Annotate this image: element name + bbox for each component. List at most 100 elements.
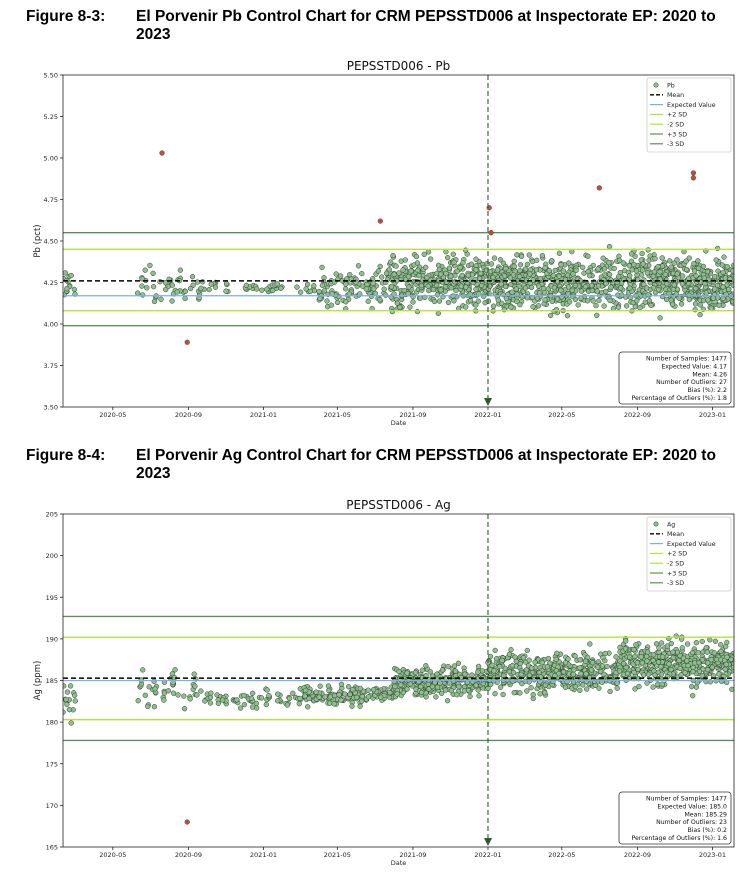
sample-point bbox=[650, 657, 656, 664]
sample-point bbox=[436, 298, 443, 304]
sample-point bbox=[720, 284, 726, 290]
sample-point bbox=[465, 272, 471, 278]
sample-point bbox=[713, 656, 720, 663]
legend-box bbox=[646, 516, 732, 592]
y-tick-label: 4.75 bbox=[44, 196, 58, 204]
sample-point bbox=[413, 253, 420, 260]
sample-point bbox=[723, 661, 729, 668]
sample-point bbox=[161, 690, 168, 696]
sample-point bbox=[512, 654, 518, 660]
sample-point bbox=[718, 678, 725, 685]
sample-point bbox=[595, 664, 601, 670]
sample-point bbox=[319, 282, 326, 289]
sample-point bbox=[552, 267, 558, 274]
sample-point bbox=[587, 641, 593, 647]
sample-point bbox=[388, 284, 395, 290]
sample-point bbox=[558, 287, 564, 293]
sample-point bbox=[494, 267, 501, 273]
sample-point bbox=[724, 264, 731, 270]
sample-point bbox=[165, 688, 172, 694]
sample-point bbox=[518, 671, 524, 677]
sample-point bbox=[562, 277, 569, 283]
sample-point bbox=[241, 701, 248, 708]
sample-point bbox=[158, 296, 164, 302]
sample-point bbox=[638, 272, 645, 278]
sample-point bbox=[306, 695, 312, 702]
sample-point bbox=[641, 672, 647, 678]
sample-point bbox=[457, 264, 463, 271]
sample-point bbox=[343, 281, 349, 287]
y-tick-label: 5.25 bbox=[44, 113, 58, 121]
sample-point bbox=[623, 638, 629, 644]
sample-point bbox=[643, 285, 650, 291]
sample-point bbox=[722, 666, 728, 672]
sample-point bbox=[720, 295, 726, 302]
sample-point bbox=[454, 692, 460, 698]
sample-point bbox=[539, 659, 545, 666]
sample-point bbox=[517, 267, 523, 274]
sample-point bbox=[644, 680, 650, 686]
sample-point bbox=[473, 682, 479, 688]
sample-point bbox=[303, 687, 309, 693]
sample-point bbox=[487, 268, 494, 275]
sample-point bbox=[657, 315, 663, 321]
sample-point bbox=[677, 665, 683, 672]
sample-point bbox=[223, 288, 229, 294]
x-tick-label: 2023-01 bbox=[699, 851, 726, 859]
sample-point bbox=[442, 687, 449, 693]
sample-point bbox=[305, 704, 311, 710]
sample-point bbox=[425, 283, 431, 289]
y-tick-label: 5.00 bbox=[44, 155, 58, 163]
sample-point bbox=[696, 668, 703, 675]
sample-point bbox=[359, 698, 365, 704]
sample-point bbox=[194, 692, 200, 698]
sample-point bbox=[145, 703, 151, 710]
sample-point bbox=[487, 653, 494, 660]
sample-point bbox=[667, 258, 673, 264]
sample-point bbox=[588, 667, 595, 673]
sample-point bbox=[458, 283, 464, 289]
sample-point bbox=[507, 275, 514, 281]
sample-point bbox=[582, 658, 589, 664]
sample-point bbox=[608, 277, 614, 283]
sample-point bbox=[389, 308, 396, 315]
legend-label: Mean bbox=[667, 531, 684, 538]
sample-point bbox=[499, 300, 505, 306]
sample-point bbox=[535, 303, 542, 309]
sample-point bbox=[624, 670, 631, 677]
sample-point bbox=[488, 261, 495, 267]
sample-point bbox=[511, 690, 517, 696]
sample-point bbox=[391, 678, 397, 685]
sample-point bbox=[234, 697, 240, 703]
stats-line: Expected Value: 4.17 bbox=[661, 363, 727, 370]
sample-point bbox=[254, 286, 260, 292]
sample-point bbox=[511, 263, 517, 269]
sample-point bbox=[396, 270, 402, 276]
sample-point bbox=[596, 297, 602, 304]
sample-point bbox=[258, 695, 265, 701]
sample-point bbox=[151, 298, 158, 305]
sample-point bbox=[606, 243, 613, 250]
sample-point bbox=[475, 669, 481, 675]
stats-line: Number of Samples: 1477 bbox=[646, 356, 727, 363]
sample-point bbox=[424, 275, 430, 281]
sample-point bbox=[562, 684, 569, 690]
sample-point bbox=[191, 671, 197, 677]
sample-point bbox=[671, 260, 677, 266]
sample-point bbox=[377, 297, 383, 303]
sample-point bbox=[627, 273, 633, 279]
sample-point bbox=[347, 271, 353, 278]
sample-point bbox=[645, 292, 651, 298]
sample-point bbox=[514, 252, 520, 258]
sample-point bbox=[701, 275, 707, 281]
sample-point bbox=[524, 688, 530, 694]
sample-point bbox=[207, 694, 214, 701]
sample-point bbox=[597, 668, 604, 675]
sample-point bbox=[554, 296, 561, 302]
sample-point bbox=[436, 266, 442, 273]
sample-point bbox=[517, 262, 524, 268]
sample-point bbox=[139, 292, 146, 298]
sample-point bbox=[589, 287, 595, 294]
sample-point bbox=[421, 251, 427, 258]
sample-point bbox=[439, 667, 446, 673]
